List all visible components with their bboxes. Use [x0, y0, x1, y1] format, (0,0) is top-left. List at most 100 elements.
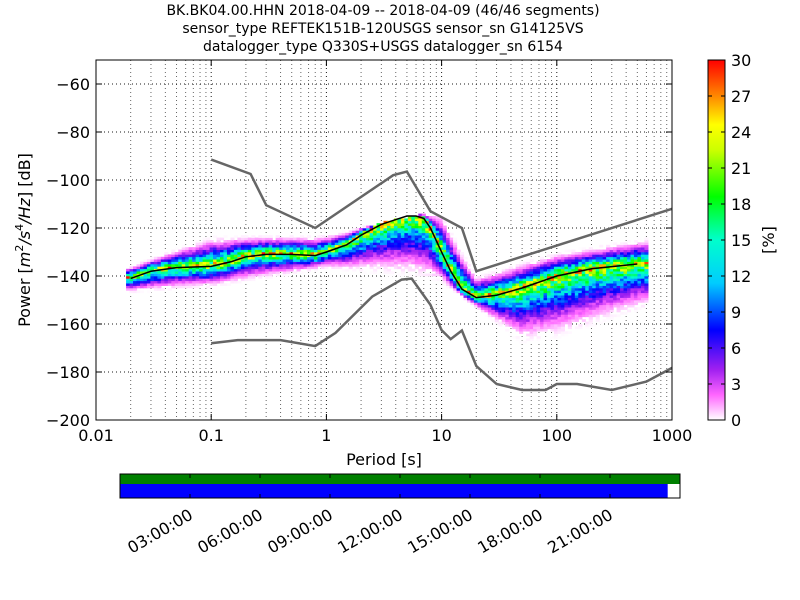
heatmap-cell	[157, 278, 162, 282]
heatmap-cell	[164, 280, 169, 284]
heatmap-cell	[442, 225, 447, 229]
heatmap-cell	[171, 271, 176, 274]
heatmap-cell	[435, 249, 440, 253]
heatmap-cell	[627, 271, 632, 274]
heatmap-cell	[533, 273, 538, 277]
heatmap-cell	[595, 290, 600, 294]
heatmap-cell	[553, 312, 559, 315]
heatmap-cell	[540, 297, 545, 301]
heatmap-cell	[540, 312, 545, 315]
heatmap-cell	[595, 254, 600, 258]
heatmap-cell	[536, 261, 541, 265]
heatmap-cell	[261, 244, 266, 248]
heatmap-cell	[348, 256, 353, 260]
heatmap-cell	[442, 252, 447, 255]
heatmap-cell	[456, 285, 461, 289]
heatmap-cell	[192, 256, 197, 260]
heatmap-cell	[602, 319, 607, 322]
heatmap-cell	[526, 290, 531, 294]
heatmap-cell	[407, 220, 412, 224]
heatmap-cell	[244, 237, 249, 241]
heatmap-cell	[536, 326, 541, 330]
heatmap-cell	[512, 297, 517, 301]
heatmap-cell	[536, 273, 541, 277]
heatmap-cell	[320, 240, 325, 243]
heatmap-cell	[578, 264, 583, 267]
heatmap-cell	[501, 300, 506, 303]
heatmap-cell	[533, 266, 538, 270]
heatmap-cell	[341, 242, 346, 246]
heatmap-cell	[400, 218, 405, 222]
heatmap-cell	[157, 288, 162, 291]
heatmap-cell	[244, 264, 249, 267]
heatmap-cell	[244, 261, 249, 265]
heatmap-cell	[633, 309, 639, 313]
heatmap-cell	[251, 240, 256, 243]
heatmap-cell	[533, 326, 538, 330]
heatmap-cell	[644, 244, 649, 248]
heatmap-cell	[174, 247, 179, 250]
heatmap-cell	[240, 276, 245, 279]
heatmap-cell	[519, 266, 524, 270]
heatmap-cell	[195, 273, 200, 277]
heatmap-cell	[306, 242, 312, 246]
heatmap-cell	[404, 235, 409, 238]
heatmap-cell	[512, 295, 517, 298]
heatmap-cell	[609, 314, 614, 318]
heatmap-cell	[126, 271, 131, 274]
heatmap-cell	[369, 256, 374, 260]
heatmap-cell	[428, 244, 433, 248]
heatmap-cell	[435, 216, 440, 219]
heatmap-cell	[484, 302, 489, 306]
heatmap-cell	[508, 288, 513, 291]
heatmap-cell	[588, 261, 593, 265]
heatmap-cell	[418, 228, 423, 231]
heatmap-cell	[414, 242, 419, 246]
heatmap-cell	[383, 240, 388, 243]
heatmap-cell	[592, 271, 597, 274]
heatmap-cell	[150, 285, 155, 289]
heatmap-cell	[414, 259, 419, 262]
heatmap-cell	[529, 288, 534, 291]
heatmap-cell	[216, 237, 221, 241]
heatmap-cell	[644, 273, 649, 277]
heatmap-cell	[484, 278, 489, 282]
heatmap-cell	[620, 266, 625, 270]
heatmap-cell	[564, 280, 569, 284]
heatmap-cell	[296, 252, 301, 255]
heatmap-cell	[602, 307, 607, 310]
heatmap-cell	[574, 273, 579, 277]
heatmap-cell	[484, 304, 489, 308]
heatmap-cell	[206, 254, 211, 258]
heatmap-cell	[585, 254, 590, 258]
heatmap-cell	[463, 273, 468, 277]
heatmap-cell	[526, 312, 531, 315]
heatmap-cell	[247, 271, 252, 274]
heatmap-cell	[560, 321, 565, 325]
heatmap-cell	[627, 288, 632, 291]
heatmap-cell	[463, 268, 468, 272]
heatmap-cell	[463, 264, 468, 267]
heatmap-cell	[480, 278, 485, 282]
heatmap-cell	[446, 285, 451, 289]
heatmap-cell	[261, 261, 266, 265]
heatmap-cell	[630, 256, 635, 260]
heatmap-cell	[623, 256, 628, 260]
heatmap-cell	[627, 290, 632, 294]
heatmap-cell	[533, 268, 538, 272]
heatmap-cell	[219, 268, 225, 272]
heatmap-cell	[428, 261, 433, 265]
heatmap-cell	[411, 242, 416, 246]
heatmap-cell	[160, 273, 165, 277]
heatmap-cell	[383, 230, 388, 234]
heatmap-cell	[560, 333, 565, 337]
heatmap-cell	[529, 316, 534, 320]
heatmap-cell	[390, 273, 395, 277]
heatmap-cell	[386, 240, 392, 243]
heatmap-cell	[543, 307, 548, 310]
heatmap-cell	[209, 271, 214, 274]
heatmap-cell	[181, 252, 186, 255]
y-tick-label: −60	[56, 75, 90, 94]
heatmap-cell	[613, 292, 618, 296]
heatmap-cell	[460, 285, 465, 289]
